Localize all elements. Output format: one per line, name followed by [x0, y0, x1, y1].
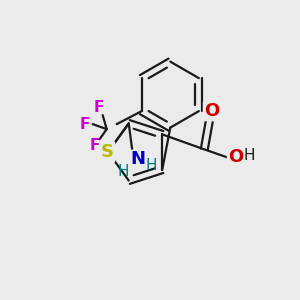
Text: N: N	[130, 151, 145, 169]
Text: H: H	[244, 148, 255, 163]
Text: F: F	[89, 138, 100, 153]
Text: H: H	[146, 158, 158, 173]
Text: S: S	[100, 143, 113, 161]
Text: F: F	[94, 100, 104, 115]
Text: O: O	[228, 148, 243, 166]
Text: F: F	[80, 117, 90, 132]
Text: O: O	[204, 102, 219, 120]
Text: H: H	[118, 164, 130, 179]
